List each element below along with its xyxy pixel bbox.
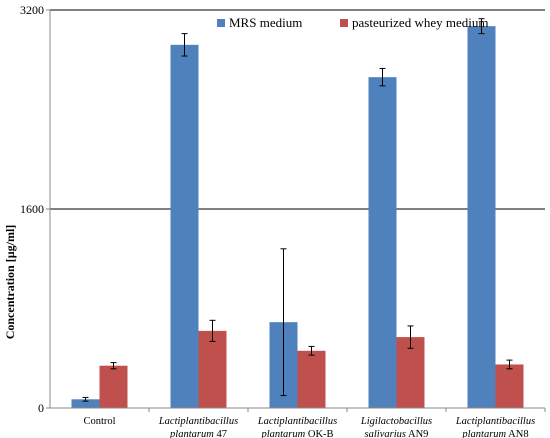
gridlines [50,9,545,210]
bar-0-3 [368,77,397,408]
x-category-italic-part: Lactiplantibacillus [455,416,535,427]
bar-1-4 [495,364,524,408]
bar-0-1 [170,44,199,408]
legend-swatch-1 [340,19,348,27]
legend-label-1: pasteurized whey medium [352,15,488,30]
x-category-label-2-line-0: Lactiplantibacillus [257,416,337,427]
bar-1-0 [99,365,128,408]
legend-swatch-0 [217,19,225,27]
x-category-label-3-line-1: salivarius AN9 [365,429,429,438]
x-category-label-2-line-1: plantarum OK-B [260,429,333,438]
x-category-label-1-line-0: Lactiplantibacillus [158,416,238,427]
x-category-labels: Control Lactiplantibacillus plantarum 47 La… [83,416,535,438]
x-category-label-4-line-1: plantarum AN8 [461,429,528,438]
y-tick-labels: 0 1600 3200 [20,3,44,415]
bar-1-3 [396,337,425,408]
x-category-italic-part: plantarum [461,429,506,438]
y-tick-label-1: 1600 [20,202,44,216]
x-category-plain-part: 47 [214,429,227,438]
bar-0-4 [467,26,496,408]
x-category-label-0-line-0: Control [83,416,115,427]
y-tick-label-2: 3200 [20,3,44,17]
bars [71,26,524,408]
bar-1-2 [297,350,326,408]
legend-label-0: MRS medium [229,15,302,30]
x-category-italic-part: plantarum [260,429,305,438]
x-category-label-3-line-0: Ligilactobacillus [360,416,432,427]
x-category-plain-part: Control [83,416,115,427]
bar-1-1 [198,330,227,408]
bar-0-0 [71,399,100,408]
x-category-plain-part: OK-B [305,429,333,438]
legend: MRS medium pasteurized whey medium [217,15,488,30]
error-bars [82,18,513,402]
y-tick-label-0: 0 [38,401,44,415]
x-category-label-4-line-0: Lactiplantibacillus [455,416,535,427]
axes [46,9,546,412]
x-category-italic-part: Ligilactobacillus [360,416,432,427]
x-category-italic-part: plantarum [169,429,214,438]
x-category-plain-part: AN9 [406,429,428,438]
x-category-label-1-line-1: plantarum 47 [169,429,227,438]
x-category-italic-part: Lactiplantibacillus [257,416,337,427]
x-category-plain-part: AN8 [506,429,528,438]
y-axis-title: Concentration [µg/ml] [3,225,17,340]
x-category-italic-part: Lactiplantibacillus [158,416,238,427]
x-category-italic-part: salivarius [365,429,406,438]
